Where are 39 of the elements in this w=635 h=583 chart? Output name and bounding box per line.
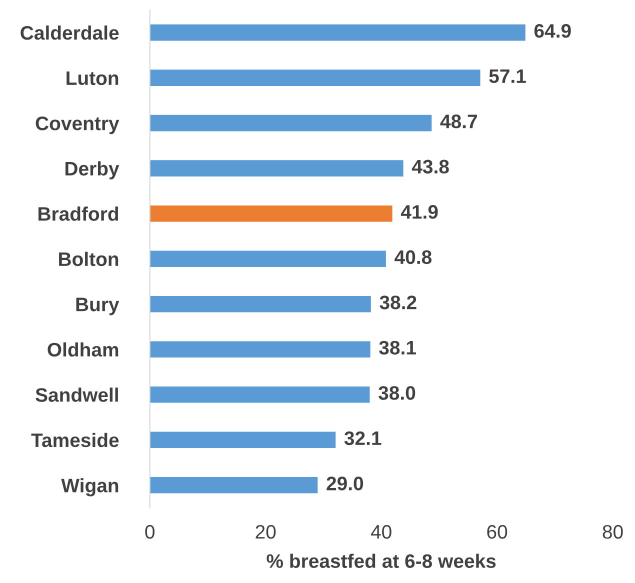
y-tick-label: Bury — [76, 298, 120, 316]
y-tick-label: Sandwell — [36, 388, 118, 402]
x-tick-label: 60 — [487, 524, 508, 539]
x-tick-label: 0 — [145, 524, 155, 539]
y-tick-label: Bolton — [59, 252, 118, 266]
bar — [150, 24, 526, 41]
x-tick-label: 20 — [256, 524, 276, 539]
y-tick-label: Tameside — [31, 432, 119, 448]
bar — [150, 386, 370, 403]
y-tick-label: Wigan — [61, 478, 118, 496]
bar — [150, 477, 318, 494]
y-tick-label: Luton — [66, 71, 118, 86]
bar — [150, 296, 371, 312]
data-label: 29.0 — [326, 476, 364, 490]
y-tick-label: Oldham — [48, 342, 118, 357]
bar — [150, 160, 404, 176]
bar — [150, 114, 432, 132]
bar — [150, 250, 386, 267]
y-tick-label: Derby — [65, 161, 120, 180]
data-label: 38.2 — [380, 296, 416, 310]
data-label: 64.9 — [534, 24, 571, 38]
data-label: 57.1 — [489, 69, 526, 84]
data-label: 43.8 — [412, 160, 449, 174]
y-tick-label: Coventry — [36, 116, 120, 134]
data-label: 38.1 — [379, 340, 416, 355]
x-tick-label: 40 — [370, 524, 392, 539]
data-label: 48.7 — [440, 114, 477, 128]
bar — [150, 205, 392, 222]
x-axis-title: % breastfed at 6-8 weeks — [266, 554, 496, 568]
data-label: 41.9 — [400, 205, 438, 219]
data-label: 38.0 — [378, 386, 416, 400]
y-tick-label: Bradford — [38, 206, 118, 221]
y-tick-label: Calderdale — [20, 25, 119, 40]
bar — [150, 432, 336, 448]
data-label: 40.8 — [394, 250, 432, 264]
bar — [150, 341, 370, 358]
data-label: 32.1 — [344, 431, 382, 446]
x-tick-label: 80 — [602, 524, 623, 539]
bar — [150, 70, 480, 86]
